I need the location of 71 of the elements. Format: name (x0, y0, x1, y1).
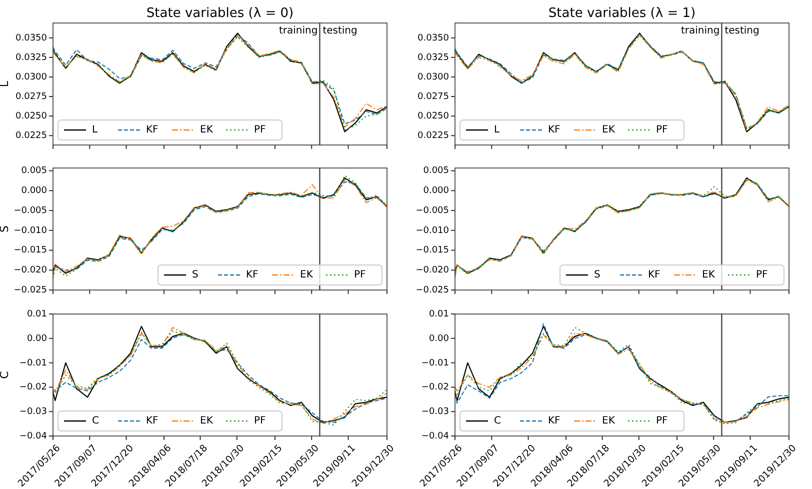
y-tick-label: −0.010 (14, 226, 48, 236)
y-tick-label: 0.0275 (418, 92, 449, 102)
y-axis-title: S (0, 225, 11, 232)
y-tick-label: 0.0300 (16, 72, 48, 82)
y-tick-label: 0.005 (423, 166, 449, 176)
legend-label: S (192, 270, 198, 281)
y-tick-label: −0.015 (416, 246, 449, 256)
y-tick-label: 0.0275 (16, 92, 47, 102)
y-tick-label: 0.0350 (418, 33, 450, 44)
legend-label: C (92, 416, 99, 427)
legend-label: EK (602, 416, 616, 427)
y-tick-label: 0.0250 (16, 112, 48, 122)
legend-label: EK (200, 124, 214, 136)
legend-label: PF (354, 270, 366, 281)
legend-label: PF (254, 416, 266, 427)
y-tick-label: 0.000 (21, 186, 48, 196)
y-tick-label: 0.0225 (16, 131, 47, 142)
annotation: training (680, 26, 720, 37)
y-tick-label: 0.0350 (16, 33, 48, 44)
legend-label: KF (246, 270, 259, 281)
legend-label: KF (548, 124, 561, 136)
y-tick-label: 0.000 (423, 186, 450, 196)
y-tick-label: −0.04 (421, 431, 450, 442)
y-tick-label: −0.025 (416, 285, 449, 296)
y-tick-label: −0.01 (421, 358, 449, 368)
y-axis-title: C (0, 370, 11, 379)
y-tick-label: −0.015 (14, 246, 47, 256)
chart-title: State variables (λ = 0) (146, 6, 294, 21)
annotation: training (278, 26, 318, 37)
y-tick-label: −0.01 (19, 358, 47, 368)
y-tick-label: 0.0250 (418, 112, 450, 122)
y-tick-label: −0.02 (19, 382, 47, 393)
legend-label: EK (602, 124, 616, 136)
legend-label: PF (254, 124, 266, 136)
legend-label: L (92, 124, 98, 136)
y-tick-label: −0.02 (421, 382, 449, 393)
legend-label: EK (300, 270, 314, 281)
legend-label: KF (146, 416, 159, 427)
legend-label: PF (656, 124, 668, 136)
legend-label: PF (756, 270, 768, 281)
y-tick-label: 0.0325 (16, 52, 47, 63)
annotation: testing (724, 26, 760, 37)
y-tick-label: −0.03 (421, 407, 449, 418)
y-tick-label: 0.00 (428, 334, 450, 344)
y-tick-label: −0.005 (416, 206, 449, 216)
y-tick-label: −0.010 (416, 226, 450, 236)
legend-label: C (494, 416, 501, 427)
y-tick-label: 0.0325 (418, 52, 449, 63)
chart-title: State variables (λ = 1) (548, 6, 696, 21)
y-tick-label: −0.04 (19, 431, 48, 442)
y-tick-label: −0.025 (14, 285, 47, 296)
y-tick-label: 0.005 (21, 166, 47, 176)
legend-label: KF (648, 270, 661, 281)
legend-label: EK (702, 270, 716, 281)
y-tick-label: −0.020 (416, 266, 450, 276)
y-tick-label: 0.0225 (418, 131, 449, 142)
y-tick-label: 0.01 (26, 309, 47, 320)
annotation: testing (322, 26, 358, 37)
y-tick-label: 0.00 (26, 334, 48, 344)
legend-label: KF (146, 124, 159, 136)
y-tick-label: −0.005 (14, 206, 47, 216)
legend-label: KF (548, 416, 561, 427)
y-tick-label: −0.020 (14, 266, 48, 276)
y-tick-label: 0.01 (428, 309, 449, 320)
y-tick-label: −0.03 (19, 407, 47, 418)
legend-label: L (494, 124, 500, 136)
y-tick-label: 0.0300 (418, 72, 450, 82)
legend-label: EK (200, 416, 214, 427)
legend-label: S (594, 270, 600, 281)
y-axis-title: L (0, 80, 11, 88)
legend-label: PF (656, 416, 668, 427)
